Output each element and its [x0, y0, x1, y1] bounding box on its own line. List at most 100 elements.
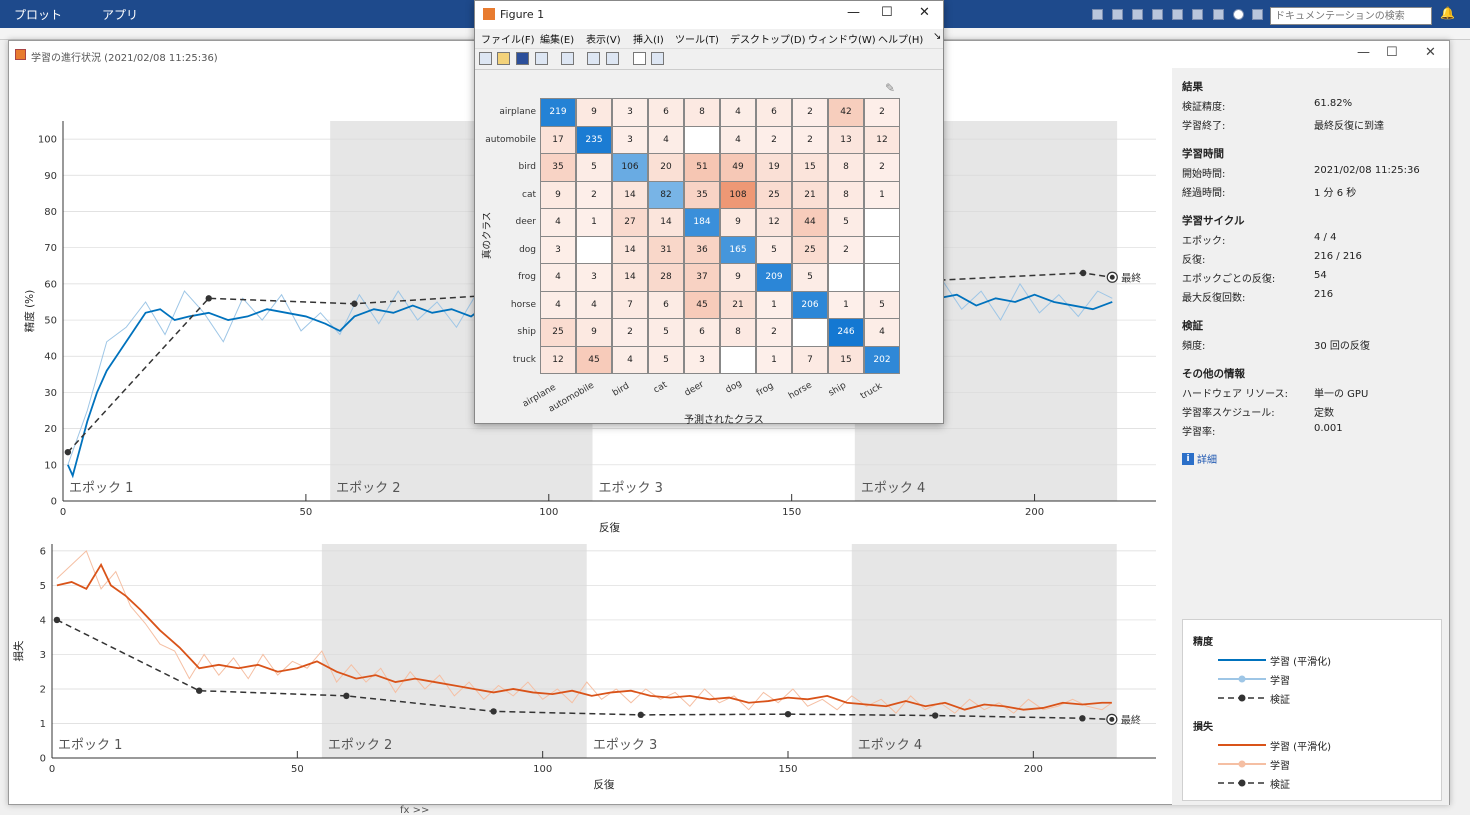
save-icon[interactable]	[1092, 9, 1103, 20]
menu-overflow-icon[interactable]: ↘	[933, 31, 942, 42]
cm-row-label: dog	[519, 244, 536, 255]
cm-cell: 45	[576, 345, 612, 374]
x-tick-label: 100	[533, 764, 552, 775]
epoch-label: エポック 4	[858, 738, 922, 753]
cm-col-label: truck	[858, 380, 884, 402]
x-tick-label: 50	[300, 507, 313, 518]
tab-plot[interactable]: プロット	[14, 8, 63, 22]
results-value: 最終反復に到達	[1314, 121, 1384, 132]
figure1-toolbar	[475, 48, 943, 70]
legend-acc-smoothed: 学習 (平滑化)	[1270, 657, 1331, 668]
cm-cell: 12	[864, 125, 900, 154]
results-value: 4 / 4	[1314, 232, 1337, 243]
expand-icon[interactable]	[1252, 9, 1263, 20]
validation-point	[637, 711, 644, 719]
cm-cell: 13	[828, 125, 864, 154]
epoch-band	[586, 544, 852, 758]
results-section-title: 検証	[1182, 320, 1203, 332]
results-key: 反復:	[1182, 255, 1206, 266]
search-icon[interactable]: ⌕	[1416, 6, 1423, 20]
cm-row-label: cat	[522, 189, 536, 200]
x-tick-label: 0	[49, 764, 55, 775]
epoch-band	[851, 544, 1117, 758]
menu-window[interactable]: ウィンドウ(W)	[808, 35, 876, 46]
maximize-button[interactable]: ☐	[1386, 45, 1398, 60]
results-value: 30 回の反復	[1314, 341, 1370, 352]
cm-cell: 42	[828, 98, 864, 127]
redo-icon[interactable]	[1192, 9, 1203, 20]
results-value: 定数	[1314, 408, 1334, 419]
cm-cell: 3	[612, 125, 648, 154]
menu-desktop[interactable]: デスクトップ(D)	[730, 35, 806, 46]
menu-edit[interactable]: 編集(E)	[540, 35, 575, 46]
cm-cell	[792, 318, 828, 347]
paste-icon[interactable]	[1152, 9, 1163, 20]
legend-icon[interactable]	[606, 52, 619, 65]
doc-search-input[interactable]	[1270, 7, 1432, 25]
validation-point	[351, 300, 358, 307]
cm-cell: 1	[864, 180, 900, 209]
cm-cell: 25	[792, 235, 828, 264]
undo-icon[interactable]	[1172, 9, 1183, 20]
window-title: 学習の進行状況 (2021/02/08 11:25:36)	[31, 53, 218, 64]
cm-cell: 7	[612, 290, 648, 319]
menu-insert[interactable]: 挿入(I)	[633, 35, 664, 46]
y-tick-label: 100	[38, 135, 57, 146]
menu-view[interactable]: 表示(V)	[586, 35, 621, 46]
cm-cell: 219	[540, 98, 576, 127]
x-axis-label: 反復	[599, 521, 620, 534]
menu-help[interactable]: ヘルプ(H)	[878, 35, 924, 46]
cm-col-label: horse	[786, 379, 814, 402]
cut-icon[interactable]	[1112, 9, 1123, 20]
cm-cell	[828, 263, 864, 292]
bell-icon[interactable]: 🔔	[1440, 6, 1455, 20]
results-key: 経過時間:	[1182, 188, 1226, 199]
link-plot-icon[interactable]	[561, 52, 574, 65]
close-button[interactable]: ✕	[1425, 45, 1436, 60]
x-tick-label: 200	[1024, 764, 1043, 775]
command-prompt[interactable]: fx >>	[400, 805, 430, 815]
tab-apps[interactable]: アプリ	[102, 8, 139, 22]
menu-file[interactable]: ファイル(F)	[481, 35, 535, 46]
validation-line	[67, 272, 1113, 453]
x-tick-label: 150	[778, 764, 797, 775]
cm-cell: 4	[612, 345, 648, 374]
cm-cell: 4	[864, 318, 900, 347]
pointer-icon[interactable]	[633, 52, 646, 65]
cm-cell: 9	[540, 180, 576, 209]
cm-cell: 19	[756, 153, 792, 182]
cm-cell: 5	[648, 345, 684, 374]
results-key: ハードウェア リソース:	[1182, 389, 1289, 400]
edit-plot-icon[interactable]: ✎	[885, 81, 896, 95]
results-key: エポック:	[1182, 236, 1226, 247]
legend-loss-val: 検証	[1270, 780, 1290, 791]
validation-point	[64, 448, 72, 456]
figure1-close-button[interactable]: ✕	[919, 5, 930, 20]
y-tick-label: 20	[44, 424, 57, 435]
details-link[interactable]: i 詳細	[1182, 451, 1217, 466]
y-tick-label: 1	[40, 719, 46, 730]
cm-row-label: horse	[510, 299, 536, 310]
cm-cell: 9	[720, 208, 756, 237]
window-icon[interactable]	[1213, 9, 1224, 20]
save-icon[interactable]	[516, 52, 529, 65]
figure1-minimize-button[interactable]: —	[847, 5, 860, 20]
menu-tools[interactable]: ツール(T)	[675, 35, 719, 46]
cm-cell: 35	[540, 153, 576, 182]
epoch-band	[52, 544, 322, 758]
minimize-button[interactable]: —	[1357, 45, 1370, 60]
cm-cell: 1	[828, 290, 864, 319]
cm-cell: 2	[792, 125, 828, 154]
copy-icon[interactable]	[1132, 9, 1143, 20]
cm-cell: 2	[576, 180, 612, 209]
cm-cell: 36	[684, 235, 720, 264]
epoch-label: エポック 3	[593, 738, 657, 753]
print-icon[interactable]	[535, 52, 548, 65]
x-tick-label: 0	[60, 507, 66, 518]
help-icon[interactable]	[1233, 9, 1244, 20]
colorbar-icon[interactable]	[587, 52, 600, 65]
open-file-icon[interactable]	[497, 52, 510, 65]
new-figure-icon[interactable]	[479, 52, 492, 65]
property-inspector-icon[interactable]	[651, 52, 664, 65]
figure1-maximize-button[interactable]: ☐	[881, 5, 893, 20]
